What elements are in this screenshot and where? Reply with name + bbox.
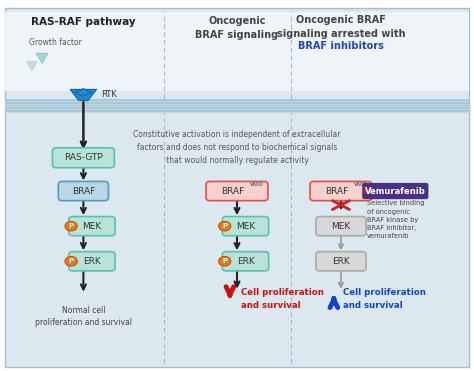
Text: P: P	[222, 258, 227, 264]
FancyBboxPatch shape	[58, 181, 109, 201]
FancyBboxPatch shape	[362, 183, 428, 199]
Text: RAS-RAF pathway: RAS-RAF pathway	[31, 17, 136, 27]
Text: V600: V600	[354, 183, 368, 187]
Text: P: P	[69, 223, 73, 229]
FancyBboxPatch shape	[222, 217, 269, 236]
FancyBboxPatch shape	[222, 252, 269, 271]
Polygon shape	[36, 53, 48, 63]
FancyBboxPatch shape	[310, 181, 372, 201]
Bar	[5, 12, 469, 91]
Circle shape	[65, 256, 77, 266]
Circle shape	[65, 221, 77, 231]
Text: Growth factor: Growth factor	[29, 38, 82, 47]
Text: BRAF: BRAF	[326, 187, 349, 196]
Text: Cell proliferation
and survival: Cell proliferation and survival	[343, 288, 426, 310]
Text: Oncogenic BRAF
signaling arrested with: Oncogenic BRAF signaling arrested with	[277, 15, 405, 39]
Circle shape	[219, 221, 231, 231]
Text: P: P	[69, 258, 73, 264]
Circle shape	[219, 256, 231, 266]
Text: Vemurafenib: Vemurafenib	[365, 187, 426, 196]
Text: BRAF inhibitors: BRAF inhibitors	[298, 41, 384, 51]
Text: BRAF: BRAF	[221, 187, 245, 196]
Text: V600: V600	[250, 183, 264, 187]
FancyBboxPatch shape	[69, 217, 115, 236]
Text: ERK: ERK	[83, 257, 101, 266]
FancyBboxPatch shape	[206, 181, 268, 201]
Text: Cell proliferation
and survival: Cell proliferation and survival	[241, 288, 324, 310]
Text: RAS-GTP: RAS-GTP	[64, 153, 103, 162]
Polygon shape	[27, 62, 37, 70]
Text: P: P	[222, 223, 227, 229]
FancyBboxPatch shape	[69, 252, 115, 271]
Text: ERK: ERK	[237, 257, 255, 266]
FancyBboxPatch shape	[316, 217, 366, 236]
Polygon shape	[70, 89, 97, 101]
FancyBboxPatch shape	[316, 252, 366, 271]
Text: MEK: MEK	[236, 221, 255, 231]
Text: ERK: ERK	[332, 257, 350, 266]
Text: Selective binding
of oncogenic
BRAF kinase by
BRAF inhibitor,
vemurafenib: Selective binding of oncogenic BRAF kina…	[367, 200, 425, 239]
Text: MEK: MEK	[331, 221, 351, 231]
Text: MEK: MEK	[82, 221, 101, 231]
Text: Oncogenic
BRAF signaling: Oncogenic BRAF signaling	[195, 16, 279, 40]
Text: RTK: RTK	[101, 90, 117, 99]
FancyBboxPatch shape	[53, 148, 114, 168]
FancyBboxPatch shape	[5, 8, 469, 367]
Polygon shape	[75, 89, 92, 96]
Text: Constitutive activation is independent of extracellular
factors and does not res: Constitutive activation is independent o…	[133, 130, 341, 165]
Text: Normal cell
proliferation and survival: Normal cell proliferation and survival	[35, 306, 132, 327]
Bar	[5, 99, 469, 114]
Text: BRAF: BRAF	[72, 187, 95, 196]
